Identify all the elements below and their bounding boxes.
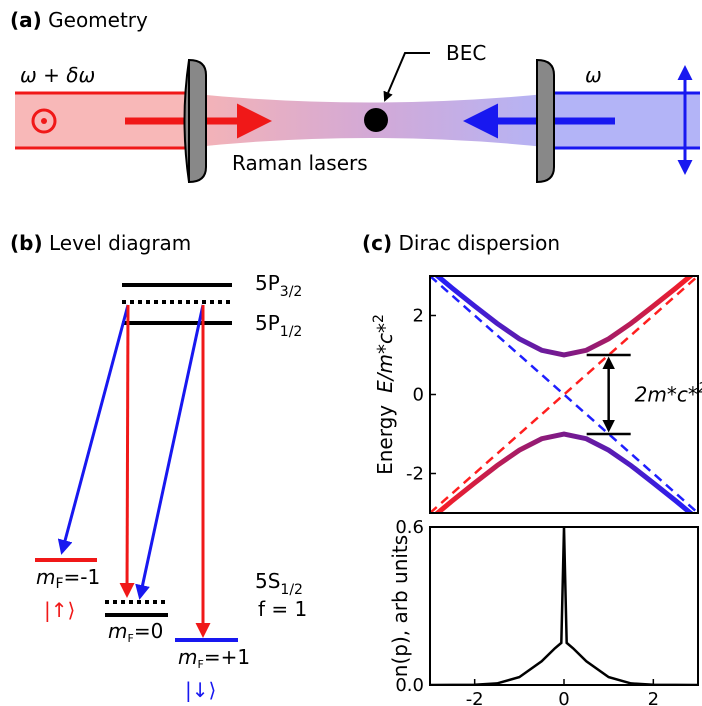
plot-frame: [429, 275, 699, 514]
gap-label: 2m*c*2: [635, 381, 702, 407]
transition: [57, 304, 130, 555]
level-label: f = 1: [258, 597, 307, 621]
gap-sup: 2: [698, 381, 702, 397]
curve: [433, 276, 695, 358]
transition: [135, 304, 205, 600]
y-label-sup: 2: [371, 314, 387, 323]
mf-label: mF=+1: [178, 645, 250, 671]
level-label: 5P1/2: [255, 311, 302, 340]
pointer: [383, 52, 430, 102]
y-axis-label: n(p), arb units: [388, 535, 412, 677]
lens: [536, 58, 555, 184]
curve: [433, 431, 695, 513]
lens: [183, 58, 207, 184]
plot-frame: [429, 526, 699, 686]
frequency-label: ω: [585, 63, 602, 87]
gap-text: 2m*c*: [635, 383, 698, 407]
state-ket: |↑⟩: [44, 598, 75, 622]
x-tick-label: 2: [648, 689, 659, 706]
polarization-icon: [31, 108, 57, 134]
y-label: n(p), arb units: [388, 535, 412, 677]
levels: [35, 283, 238, 642]
state-ket: |↓⟩: [185, 678, 216, 702]
panel-title: (b) Level diagram: [10, 231, 191, 255]
curve: [430, 527, 698, 685]
beam-right: [555, 93, 700, 148]
panel-title: (c) Dirac dispersion: [362, 231, 560, 255]
y-label-var: E/m*c*: [373, 323, 397, 393]
polarization-icon: [41, 118, 47, 124]
mf-label: mF=0: [108, 619, 163, 645]
y-axis-label: Energy E/m*c*2: [371, 314, 397, 475]
transition: [119, 304, 135, 598]
level-label: 5S1/2: [255, 569, 303, 598]
mf-label: mF=-1: [36, 565, 100, 592]
panel-title: (a) Geometry: [10, 8, 148, 32]
x-tick-label: -2: [466, 689, 484, 706]
y-tick-label: -2: [406, 464, 424, 485]
beam-edge: [555, 91, 700, 150]
bec: [364, 108, 388, 132]
annotation: BEC: [446, 41, 486, 65]
frequency-label: ω + δω: [20, 63, 95, 87]
annotation: Raman lasers: [232, 151, 368, 175]
y-tick-label: 2: [413, 306, 424, 327]
y-label: Energy: [373, 405, 397, 475]
level-label: 5P3/2: [255, 271, 302, 300]
y-tick-label: 0.6: [395, 517, 424, 538]
transitions: [57, 304, 211, 638]
x-tick-label: 0: [558, 689, 569, 706]
y-tick-label: 0: [413, 385, 424, 406]
beam-edge: [15, 91, 185, 150]
y-tick-label: 0.0: [395, 675, 424, 696]
